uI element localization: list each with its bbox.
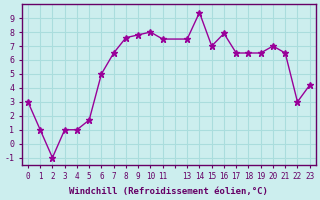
X-axis label: Windchill (Refroidissement éolien,°C): Windchill (Refroidissement éolien,°C) xyxy=(69,187,268,196)
